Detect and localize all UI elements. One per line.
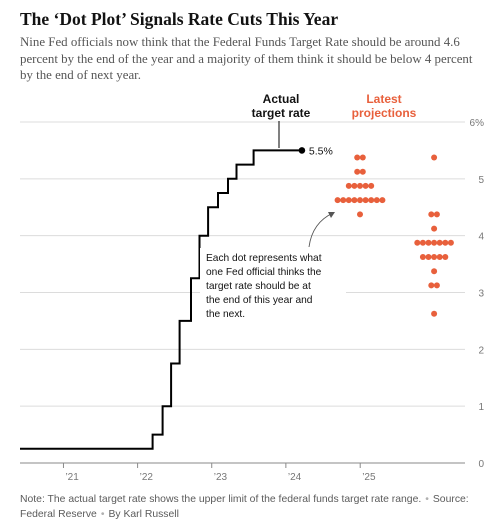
chart-subtitle: Nine Fed officials now think that the Fe…: [20, 35, 473, 82]
x-tick-label: ’25: [362, 472, 376, 483]
x-tick-label: ’21: [65, 472, 79, 483]
y-tick-label: 6%: [470, 118, 485, 129]
projection-dot: [433, 282, 440, 289]
projection-dot: [431, 225, 438, 232]
y-tick-label: 3: [478, 289, 484, 300]
projection-dot: [351, 182, 358, 189]
annotation-line-5: the next.: [206, 309, 245, 320]
footer-note: Note: The actual target rate shows the u…: [20, 494, 422, 505]
footer-separator: •: [425, 494, 429, 505]
annotation-line-4: the end of this year and: [206, 295, 313, 306]
projection-dot: [431, 254, 438, 260]
projection-dot: [345, 182, 352, 189]
projection-dot: [357, 197, 363, 204]
annotation-line-3: target rate should be at: [206, 281, 311, 292]
x-tick-label: ’23: [214, 472, 228, 483]
x-tick-label: ’24: [288, 472, 302, 483]
projection-dot: [368, 197, 375, 204]
projection-dot: [351, 197, 358, 204]
projection-dot: [431, 310, 438, 317]
x-tick-label: ’22: [140, 472, 154, 483]
projection-dot: [419, 254, 426, 260]
footer-separator: •: [100, 508, 105, 520]
projections-label-line1: Latest: [366, 92, 401, 106]
projection-dot: [428, 282, 435, 289]
chart-footer: Note: The actual target rate shows the u…: [20, 493, 490, 522]
annotation-leader: [308, 212, 334, 248]
projection-dot: [379, 197, 386, 204]
projection-dot: [442, 239, 449, 246]
projection-dot: [354, 168, 361, 175]
y-axis: 0 1 2 3 4 5 6%: [470, 118, 485, 470]
x-axis: ’21 ’22 ’23 ’24 ’25: [62, 463, 376, 483]
projection-dot: [359, 154, 366, 161]
projection-dot: [359, 168, 366, 175]
projection-dot: [419, 239, 426, 246]
projection-dot: [373, 197, 380, 204]
projection-dot: [334, 197, 341, 204]
projection-dot: [362, 182, 369, 189]
footer-source: Source: Federal Reserve: [20, 494, 469, 520]
chart-title: The ‘Dot Plot’ Signals Rate Cuts This Ye…: [20, 9, 339, 29]
projection-dot: [442, 254, 449, 260]
y-tick-label: 1: [478, 402, 484, 413]
step-line-actual: [20, 149, 302, 450]
projection-dot: [428, 211, 435, 218]
projection-dot: [431, 239, 438, 246]
projection-dot: [425, 254, 432, 260]
actual-label-line2: target rate: [252, 106, 311, 120]
projection-dot: [357, 182, 363, 189]
y-tick-label: 4: [478, 232, 484, 243]
actual-end-dot: [298, 147, 306, 154]
projection-dot: [436, 239, 443, 246]
projection-dot: [340, 197, 347, 204]
projection-dot: [357, 211, 363, 218]
projection-dot: [414, 239, 421, 246]
projection-dot: [447, 239, 454, 246]
projection-dot: [425, 239, 432, 246]
projection-dot: [431, 154, 438, 161]
actual-label-line1: Actual: [263, 92, 300, 106]
y-tick-label: 0: [478, 459, 484, 470]
projection-dot: [368, 182, 375, 189]
projections-label-line2: projections: [352, 106, 417, 120]
projection-dot: [433, 211, 440, 218]
projection-dot: [354, 154, 361, 161]
projection-dots: [334, 154, 454, 317]
projection-dot: [362, 197, 369, 204]
projection-dot: [436, 254, 443, 260]
actual-end-label: 5.5%: [309, 145, 333, 157]
projection-dot: [431, 268, 438, 275]
annotation-arrowhead: [328, 212, 335, 218]
footer-byline: By Karl Russell: [108, 508, 179, 520]
y-tick-label: 5: [478, 175, 484, 186]
y-tick-label: 2: [478, 345, 484, 356]
annotation-bg: [200, 248, 346, 318]
projection-dot: [345, 197, 352, 204]
annotation-line-1: Each dot represents what: [206, 253, 322, 264]
annotation-line-2: one Fed official thinks the: [206, 267, 322, 278]
